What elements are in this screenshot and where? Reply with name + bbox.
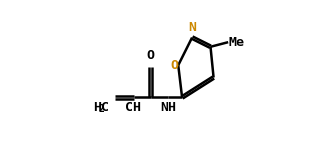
Text: C: C bbox=[100, 101, 109, 114]
Text: CH: CH bbox=[125, 101, 141, 114]
Text: H: H bbox=[93, 101, 102, 114]
Text: O: O bbox=[147, 49, 155, 62]
Text: N: N bbox=[188, 21, 196, 34]
Text: NH: NH bbox=[160, 101, 176, 114]
Text: O: O bbox=[171, 59, 179, 72]
Text: Me: Me bbox=[228, 36, 244, 49]
Text: 2: 2 bbox=[98, 104, 104, 114]
